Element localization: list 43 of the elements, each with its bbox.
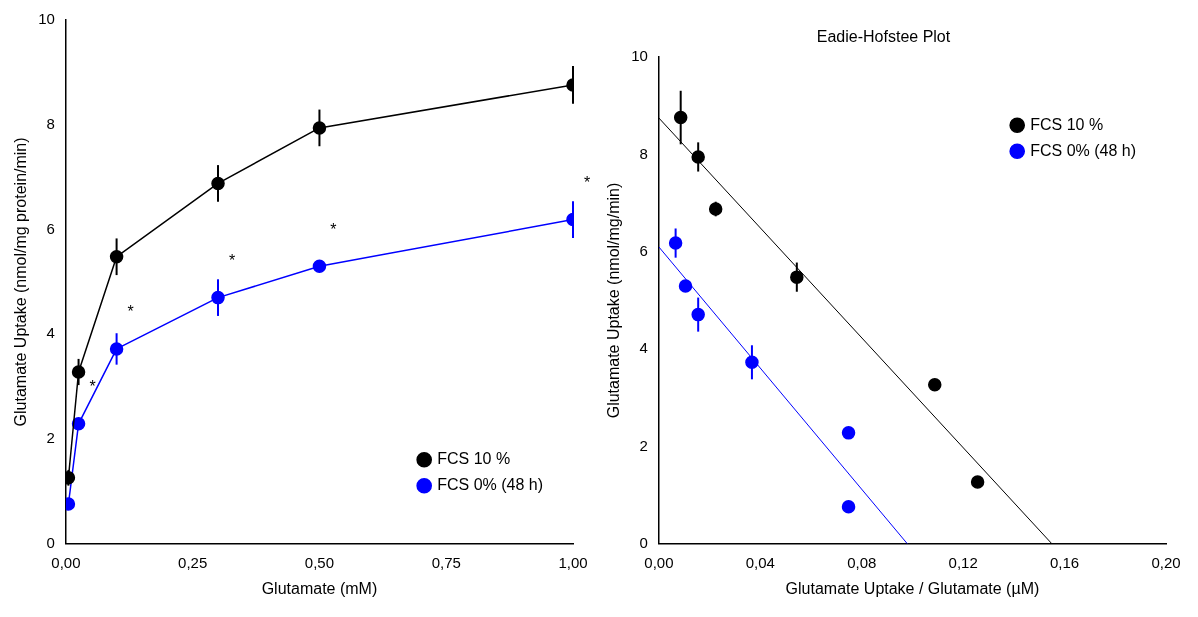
legend-label: FCS 0% (48 h) bbox=[1030, 141, 1136, 159]
y-axis-title: Glutamate Uptake (nmol/mg protein/min) bbox=[12, 137, 30, 427]
x-tick-label: 0,04 bbox=[745, 553, 775, 571]
x-tick-label: 0,50 bbox=[304, 553, 335, 571]
y-tick-label: 10 bbox=[631, 47, 648, 65]
annotation: * bbox=[330, 220, 337, 238]
x-axis-title: Glutamate Uptake / Glutamate (µM) bbox=[785, 579, 1040, 597]
y-tick-label: 10 bbox=[38, 10, 55, 28]
y-tick-label: 4 bbox=[46, 324, 55, 342]
point bbox=[841, 426, 856, 440]
x-tick-label: 0,25 bbox=[178, 553, 208, 571]
point bbox=[678, 279, 693, 293]
y-axis-title: Glutamate Uptake (nmol/mg/min) bbox=[605, 182, 623, 419]
y-tick-label: 6 bbox=[46, 219, 55, 237]
point bbox=[928, 377, 942, 392]
x-tick-label: 0,16 bbox=[1049, 553, 1080, 571]
y-tick-label: 6 bbox=[639, 241, 648, 259]
y-tick-label: 2 bbox=[46, 429, 55, 447]
x-tick-label: 0,08 bbox=[847, 553, 877, 571]
point bbox=[970, 475, 985, 489]
point bbox=[841, 500, 856, 514]
x-tick-label: 0,75 bbox=[431, 553, 461, 571]
y-tick-label: 8 bbox=[639, 144, 648, 162]
y-tick-label: 0 bbox=[639, 533, 648, 551]
y-tick-label: 2 bbox=[639, 436, 648, 454]
legend-label: FCS 0% (48 h) bbox=[437, 476, 543, 494]
x-axis-title: Glutamate (mM) bbox=[261, 579, 378, 597]
annotation: * bbox=[228, 252, 236, 270]
x-tick-label: 0,12 bbox=[948, 553, 978, 571]
x-tick-label: 1,00 bbox=[558, 553, 588, 571]
y-tick-label: 4 bbox=[639, 339, 648, 357]
y-tick-label: 8 bbox=[46, 114, 55, 132]
legend-label: FCS 10 % bbox=[437, 450, 511, 468]
annotation: * bbox=[89, 378, 96, 396]
annotation: * bbox=[127, 303, 134, 321]
x-tick-label: 0,00 bbox=[51, 553, 81, 571]
x-tick-label: 0,20 bbox=[1151, 553, 1181, 571]
point bbox=[312, 259, 327, 273]
annotation: * bbox=[583, 173, 591, 191]
legend-label: FCS 10 % bbox=[1030, 115, 1104, 133]
x-tick-label: 0,00 bbox=[644, 553, 674, 571]
y-tick-label: 0 bbox=[46, 533, 55, 551]
chart-title: Eadie-Hofstee Plot bbox=[816, 28, 951, 46]
